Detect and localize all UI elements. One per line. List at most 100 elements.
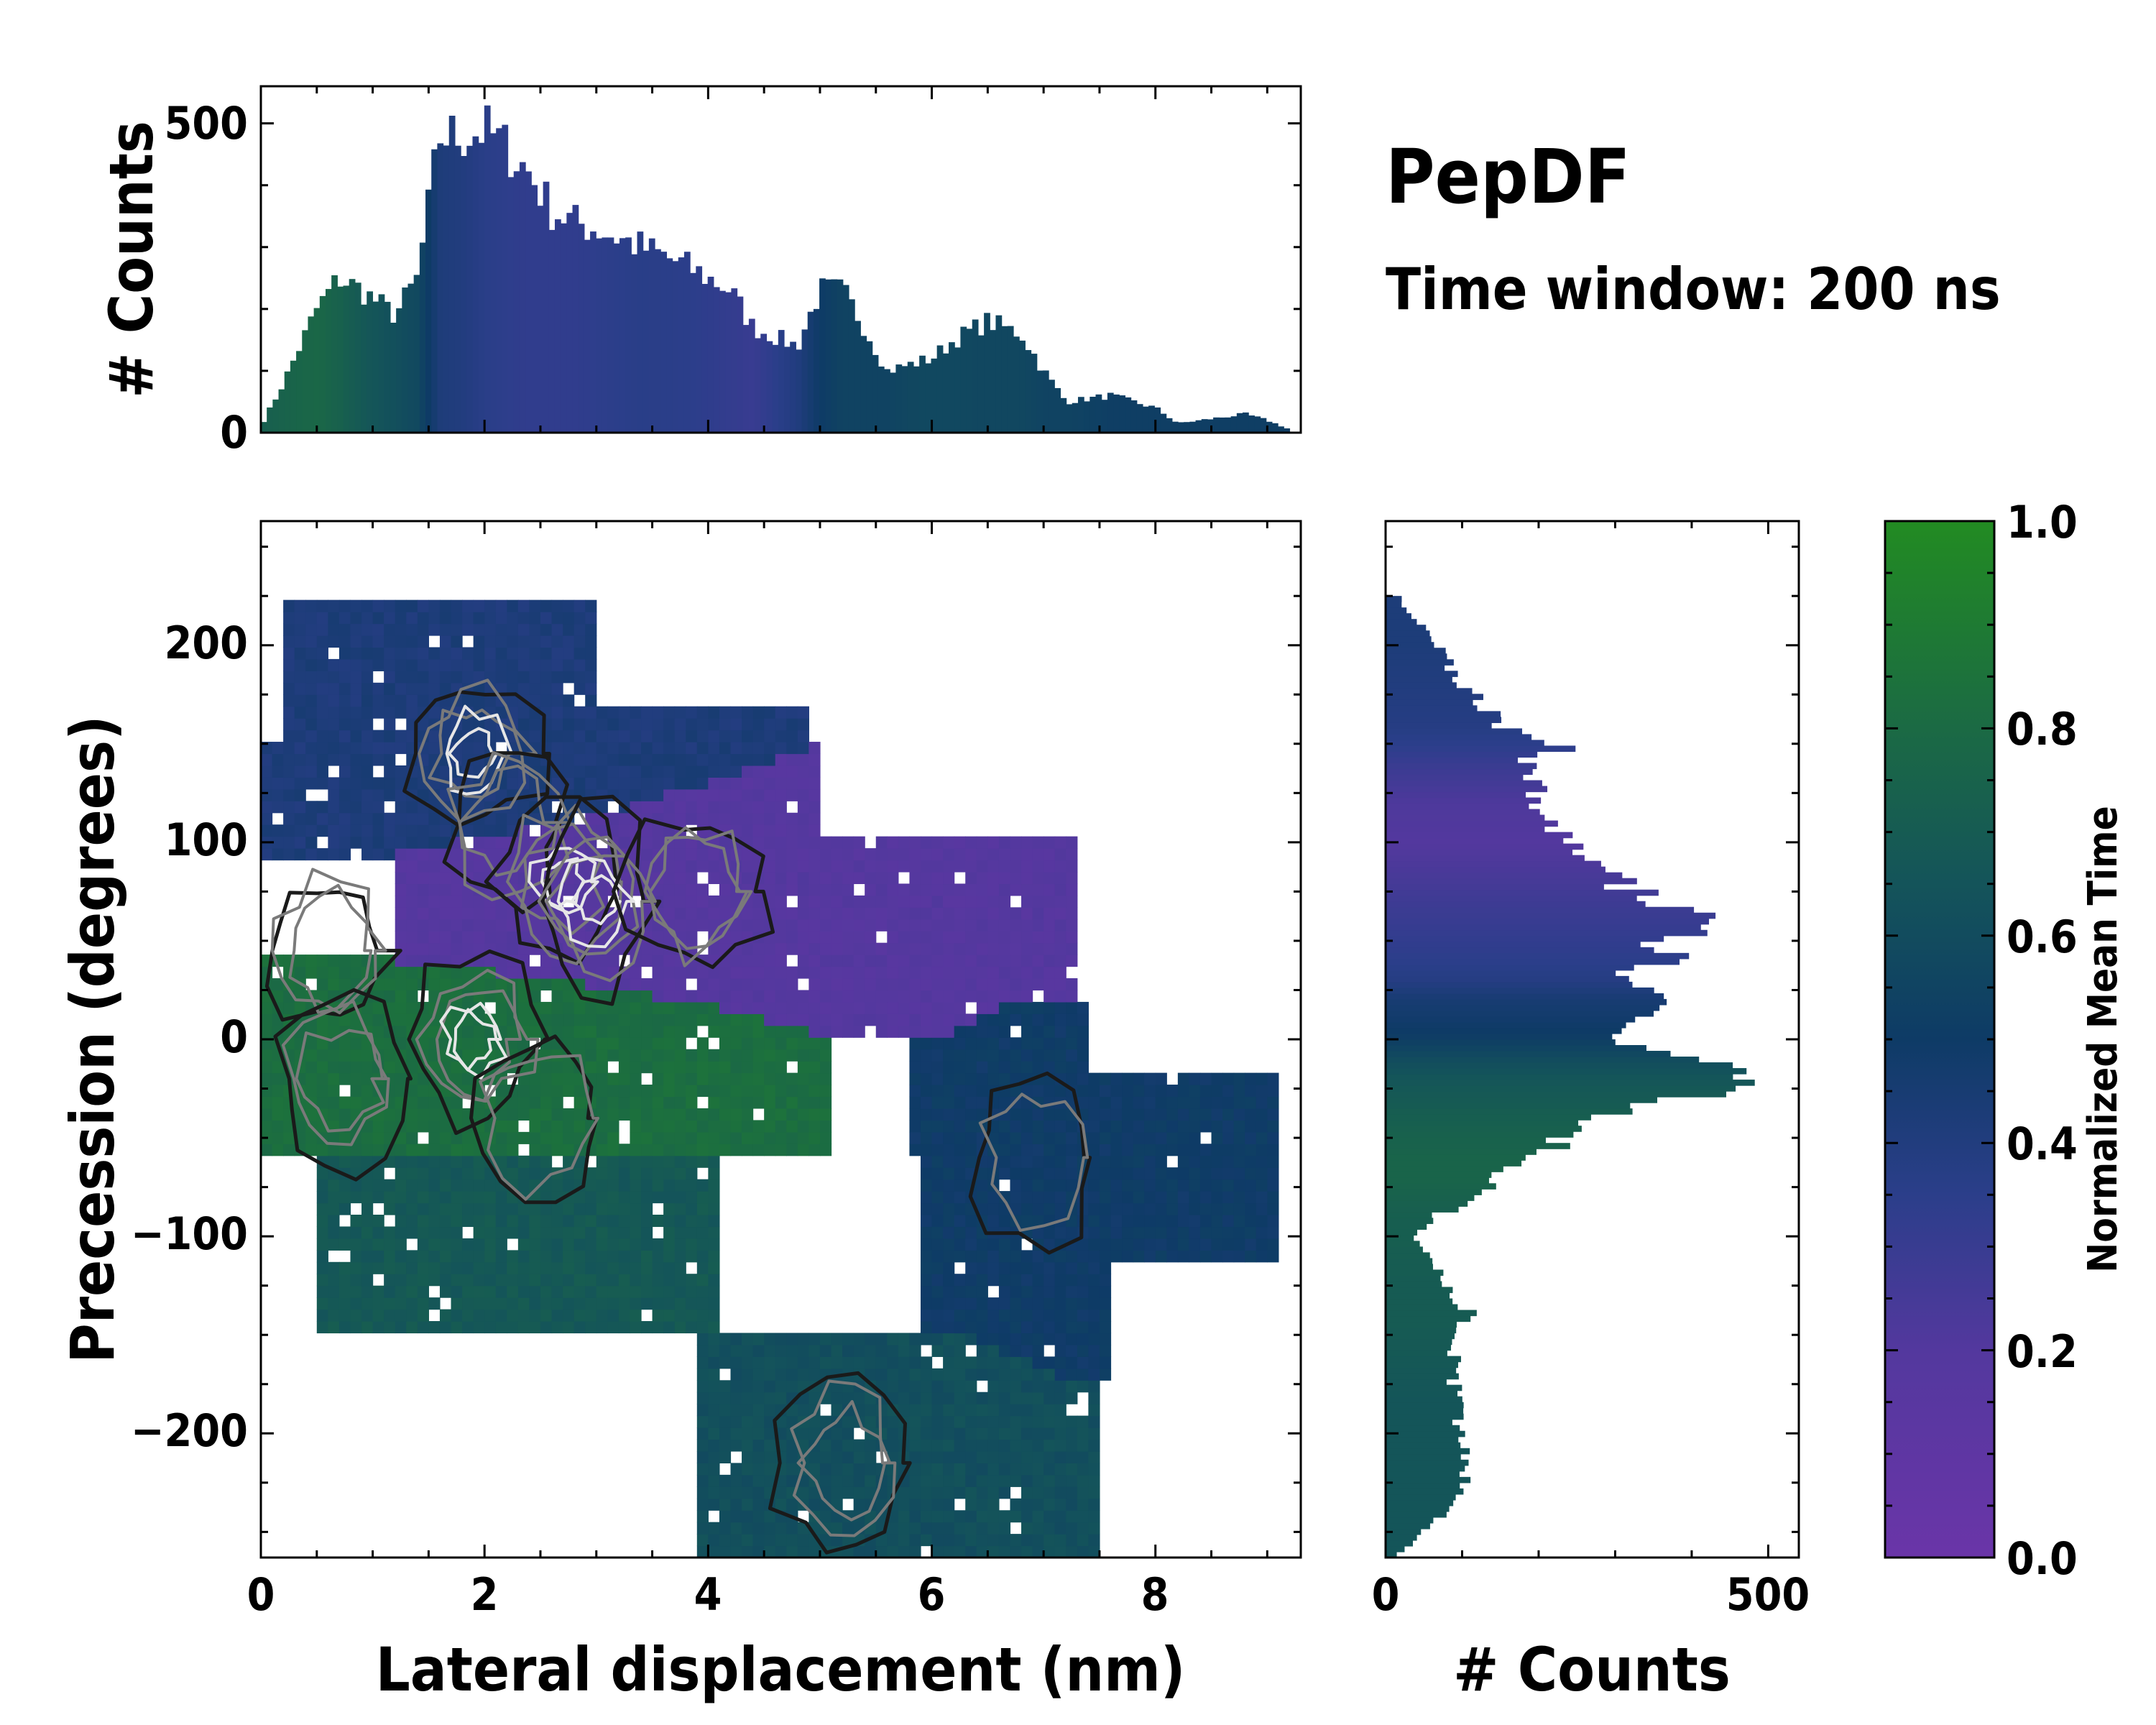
- heatmap-cell: [954, 1049, 966, 1062]
- heatmap-cell: [563, 694, 575, 707]
- heatmap-cell: [1144, 1226, 1156, 1239]
- heatmap-cell: [652, 1309, 664, 1322]
- heatmap-cell: [1021, 1450, 1033, 1464]
- heatmap-cell: [607, 1013, 619, 1026]
- main-ytick-label-neg200: −200: [131, 1404, 248, 1457]
- heatmap-cell: [384, 824, 396, 837]
- top-histogram-bar: [1107, 392, 1114, 433]
- top-histogram-bar: [267, 407, 273, 433]
- heatmap-cell: [372, 788, 384, 801]
- heatmap-cell: [596, 1297, 608, 1310]
- heatmap-cell: [1066, 836, 1078, 849]
- heatmap-cell: [696, 1522, 709, 1535]
- right-histogram-bar: [1386, 797, 1542, 804]
- heatmap-cell: [406, 1167, 418, 1180]
- heatmap-cell: [998, 1250, 1011, 1263]
- heatmap-cell: [1099, 1344, 1112, 1357]
- heatmap-cell: [439, 635, 452, 648]
- heatmap-cell: [875, 1333, 888, 1346]
- heatmap-cell: [563, 706, 575, 719]
- heatmap-cell: [439, 730, 452, 742]
- heatmap-cell: [954, 1120, 966, 1133]
- heatmap-cell: [831, 1404, 843, 1417]
- heatmap-cell: [338, 753, 351, 766]
- right-histogram-bar: [1386, 952, 1690, 960]
- heatmap-cell: [819, 1061, 832, 1074]
- heatmap-cell: [439, 1202, 452, 1215]
- top-histogram-bar: [848, 299, 855, 433]
- right-histogram-bar: [1386, 1494, 1456, 1501]
- heatmap-cell: [987, 1545, 1000, 1558]
- heatmap-cell: [529, 978, 541, 991]
- heatmap-cell: [1189, 1191, 1201, 1204]
- heatmap-cell: [686, 1238, 698, 1251]
- heatmap-cell: [764, 1450, 776, 1464]
- heatmap-cell: [338, 1096, 351, 1109]
- heatmap-cell: [1099, 1131, 1112, 1144]
- heatmap-cell: [596, 718, 608, 731]
- heatmap-cell: [998, 1214, 1011, 1228]
- heatmap-cell: [451, 954, 463, 967]
- heatmap-cell: [1021, 1274, 1033, 1287]
- heatmap-cell: [742, 812, 754, 825]
- top-histogram-bar: [561, 223, 567, 433]
- heatmap-cell: [328, 1202, 340, 1215]
- heatmap-cell: [484, 978, 497, 991]
- heatmap-cell: [495, 812, 507, 825]
- heatmap-cell: [607, 1155, 619, 1168]
- heatmap-cell: [742, 1072, 754, 1085]
- heatmap-cell: [1054, 1474, 1067, 1487]
- heatmap-cell: [406, 812, 418, 825]
- right-histogram-bar: [1386, 809, 1540, 816]
- heatmap-cell: [742, 1498, 754, 1511]
- heatmap-cell: [1166, 1096, 1179, 1109]
- right-histogram-bar: [1386, 1396, 1462, 1403]
- heatmap-cell: [1133, 1214, 1145, 1228]
- heatmap-cell: [338, 635, 351, 648]
- heatmap-cell: [328, 599, 340, 612]
- heatmap-cell: [283, 671, 295, 684]
- heatmap-cell: [551, 966, 563, 979]
- colorbar-gradient: [1884, 520, 1996, 1559]
- heatmap-cell: [931, 860, 944, 873]
- heatmap-cell: [1044, 1309, 1056, 1322]
- heatmap-cell: [1099, 1333, 1112, 1346]
- heatmap-cell: [406, 1120, 418, 1133]
- heatmap-cell: [719, 1049, 732, 1062]
- heatmap-cell: [842, 1025, 854, 1038]
- right-histogram-bar: [1386, 1482, 1460, 1489]
- heatmap-cell: [338, 836, 351, 849]
- heatmap-cell: [563, 718, 575, 731]
- heatmap-cell: [462, 1321, 474, 1334]
- heatmap-cell: [305, 706, 318, 719]
- heatmap-cell: [1066, 1261, 1078, 1274]
- heatmap-cell: [551, 978, 563, 991]
- heatmap-cell: [808, 942, 821, 955]
- heatmap-cell: [1211, 1144, 1223, 1156]
- heatmap-cell: [328, 1013, 340, 1026]
- heatmap-cell: [987, 1001, 1000, 1014]
- heatmap-cell: [439, 1238, 452, 1251]
- right-histogram-bar: [1386, 711, 1501, 717]
- heatmap-contour: [270, 868, 387, 1015]
- heatmap-cell: [1044, 1049, 1056, 1062]
- heatmap-cell: [909, 1144, 921, 1156]
- heatmap-cell: [305, 612, 318, 625]
- heatmap-cell: [1233, 1191, 1245, 1204]
- heatmap-cell: [305, 812, 318, 825]
- heatmap-cell: [652, 1297, 664, 1310]
- heatmap-cell: [596, 871, 608, 885]
- heatmap-cell: [1189, 1167, 1201, 1180]
- heatmap-cell: [261, 1096, 273, 1109]
- heatmap-cell: [976, 1439, 988, 1452]
- heatmap-cell: [630, 1285, 642, 1298]
- heatmap-cell: [730, 1368, 742, 1381]
- heatmap-cell: [786, 1072, 798, 1085]
- heatmap-cell: [808, 753, 821, 766]
- heatmap-cell: [641, 788, 653, 801]
- heatmap-cell: [742, 978, 754, 991]
- heatmap-cell: [316, 954, 328, 967]
- heatmap-cell: [775, 990, 787, 1003]
- heatmap-cell: [1177, 1167, 1190, 1180]
- heatmap-cell: [674, 860, 686, 873]
